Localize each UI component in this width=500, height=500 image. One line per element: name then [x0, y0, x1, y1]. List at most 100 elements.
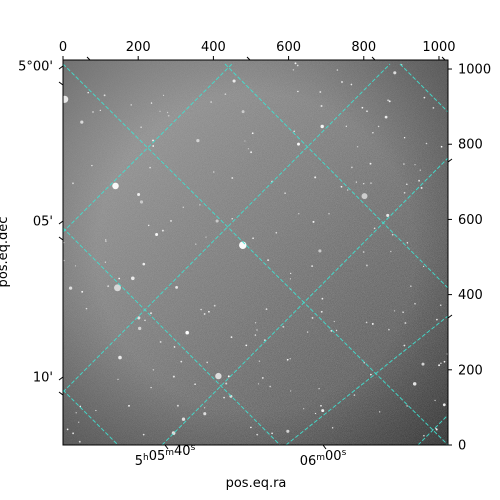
minor-edge-tick	[58, 81, 64, 86]
right-pixel-axis: 0 200 400 600 800 1000	[448, 63, 491, 454]
star	[439, 304, 442, 307]
star	[297, 142, 300, 146]
left-dec-axis: 5°00' 05' 10'	[18, 60, 453, 396]
plot-frame	[62, 59, 449, 446]
star	[195, 243, 197, 245]
top-tick-label: 200	[126, 40, 151, 55]
star	[150, 386, 152, 389]
grid-line	[63, 63, 233, 233]
star	[387, 99, 390, 102]
star	[312, 220, 315, 223]
star	[442, 403, 446, 407]
star	[130, 104, 132, 106]
star	[438, 364, 441, 367]
star	[176, 404, 179, 407]
star	[350, 83, 353, 86]
star	[311, 265, 313, 267]
star	[63, 95, 69, 103]
star	[284, 192, 286, 194]
star	[78, 421, 80, 423]
right-tick-label: 1000	[458, 63, 491, 78]
star	[80, 120, 84, 124]
star	[412, 382, 417, 386]
star	[199, 204, 201, 206]
star	[406, 405, 408, 407]
left-tick	[58, 376, 64, 381]
sky-image	[63, 60, 448, 445]
dec-axis-label: pos.eq.dec	[0, 217, 11, 288]
star	[170, 219, 172, 222]
star	[144, 319, 146, 322]
star	[231, 218, 233, 220]
star	[203, 407, 206, 409]
bottom-tick	[322, 444, 327, 450]
star	[286, 358, 289, 361]
right-tick-label: 600	[458, 213, 483, 228]
right-tick-label: 0	[458, 439, 466, 454]
star	[95, 409, 97, 412]
star	[391, 233, 394, 236]
star	[320, 124, 324, 129]
star	[245, 344, 248, 347]
star	[138, 326, 142, 331]
star	[443, 360, 446, 363]
star	[72, 182, 74, 185]
star	[351, 166, 353, 169]
minor-edge-tick	[447, 314, 453, 319]
star	[311, 316, 314, 319]
star	[152, 139, 154, 142]
star	[87, 91, 89, 94]
minor-edge-tick	[447, 158, 453, 163]
star	[423, 96, 426, 99]
star	[251, 132, 254, 135]
star	[298, 213, 300, 215]
star	[256, 433, 259, 436]
left-tick	[58, 65, 64, 70]
star	[172, 375, 175, 378]
star	[406, 242, 409, 244]
star	[180, 360, 183, 363]
star	[85, 307, 88, 310]
star	[213, 304, 216, 307]
star	[434, 399, 436, 402]
star	[314, 176, 317, 179]
star	[99, 109, 101, 112]
right-tick-label: 800	[458, 138, 483, 153]
star	[293, 130, 296, 133]
star	[365, 264, 368, 267]
bottom-ra-axis: 5h05m40s 06m00s	[135, 443, 347, 469]
grid-line	[285, 315, 448, 445]
star	[140, 126, 142, 128]
star	[336, 69, 339, 71]
star	[256, 329, 258, 331]
star	[215, 219, 219, 223]
star	[254, 334, 257, 336]
top-tick-label: 600	[276, 40, 301, 55]
star	[271, 432, 273, 435]
star	[227, 375, 230, 378]
star	[432, 107, 435, 109]
star	[419, 169, 421, 171]
star	[112, 182, 119, 190]
star	[75, 412, 77, 414]
star	[258, 360, 261, 362]
star	[345, 125, 347, 127]
star	[155, 233, 159, 236]
star	[320, 310, 323, 313]
star	[370, 373, 372, 376]
star	[250, 151, 253, 154]
star	[403, 344, 406, 347]
star	[436, 318, 438, 321]
star	[318, 249, 322, 253]
minor-edge-tick	[86, 56, 91, 61]
right-tick-label: 200	[458, 363, 483, 378]
grid-line	[63, 63, 448, 445]
star	[406, 183, 408, 185]
star	[393, 310, 396, 312]
star	[117, 378, 119, 380]
star	[440, 362, 442, 365]
star	[265, 308, 268, 310]
star	[74, 265, 77, 267]
right-tick-label: 400	[458, 288, 483, 303]
